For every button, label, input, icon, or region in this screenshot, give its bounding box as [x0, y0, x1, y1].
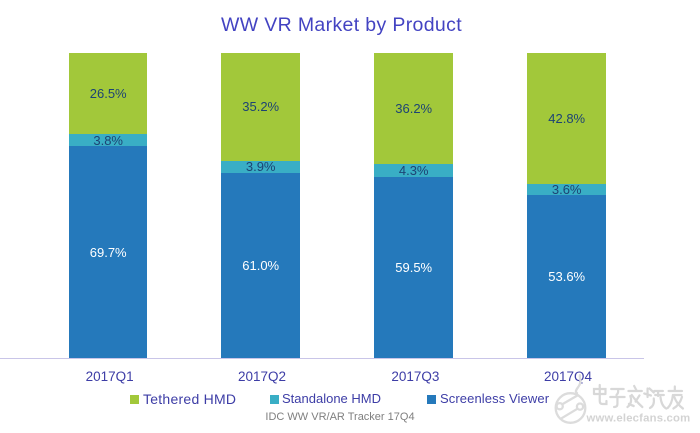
svg-text:www.elecfans.com: www.elecfans.com — [586, 413, 691, 425]
